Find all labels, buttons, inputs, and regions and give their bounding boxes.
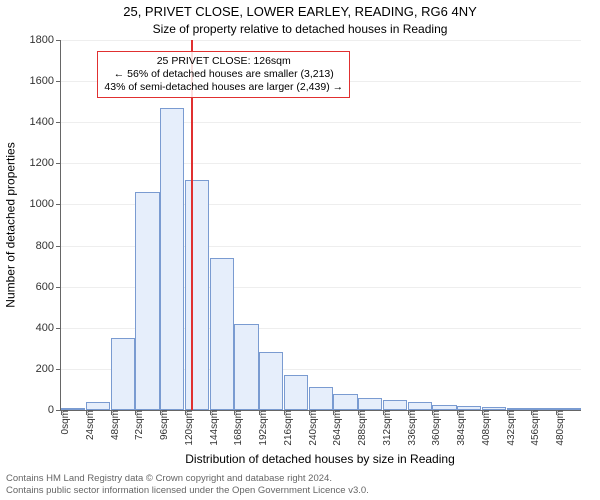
xtick-label: 72sqm bbox=[134, 410, 145, 440]
histogram-bar bbox=[135, 192, 159, 410]
xtick-label: 144sqm bbox=[209, 410, 220, 446]
ytick-label: 0 bbox=[14, 404, 54, 416]
xtick-label: 216sqm bbox=[283, 410, 294, 446]
xtick-label: 168sqm bbox=[233, 410, 244, 446]
ytick-mark bbox=[56, 246, 61, 247]
xtick-label: 240sqm bbox=[308, 410, 319, 446]
ytick-label: 1200 bbox=[14, 157, 54, 169]
histogram-bar bbox=[284, 375, 308, 410]
page: 25, PRIVET CLOSE, LOWER EARLEY, READING,… bbox=[0, 0, 600, 500]
y-axis-label-wrap: Number of detached properties bbox=[4, 40, 18, 410]
chart-subtitle: Size of property relative to detached ho… bbox=[0, 22, 600, 36]
footer-line-2: Contains public sector information licen… bbox=[6, 485, 594, 496]
ytick-mark bbox=[56, 328, 61, 329]
annotation-line: 25 PRIVET CLOSE: 126sqm bbox=[104, 55, 343, 68]
xtick-label: 0sqm bbox=[60, 410, 71, 434]
xtick-label: 24sqm bbox=[85, 410, 96, 440]
ytick-mark bbox=[56, 40, 61, 41]
gridline-h bbox=[61, 40, 581, 41]
xtick-label: 312sqm bbox=[382, 410, 393, 446]
histogram-bar bbox=[160, 108, 184, 410]
xtick-label: 456sqm bbox=[530, 410, 541, 446]
histogram-bar bbox=[86, 402, 110, 410]
gridline-h bbox=[61, 122, 581, 123]
histogram-bar bbox=[234, 324, 258, 410]
histogram-bar bbox=[210, 258, 234, 410]
xtick-label: 336sqm bbox=[407, 410, 418, 446]
histogram-bar bbox=[111, 338, 135, 410]
chart-title: 25, PRIVET CLOSE, LOWER EARLEY, READING,… bbox=[0, 4, 600, 19]
ytick-label: 200 bbox=[14, 363, 54, 375]
ytick-mark bbox=[56, 369, 61, 370]
histogram-bar bbox=[259, 352, 283, 410]
xtick-label: 192sqm bbox=[258, 410, 269, 446]
xtick-label: 480sqm bbox=[555, 410, 566, 446]
ytick-label: 600 bbox=[14, 281, 54, 293]
xtick-label: 360sqm bbox=[431, 410, 442, 446]
ytick-mark bbox=[56, 287, 61, 288]
histogram-bar bbox=[185, 180, 209, 410]
histogram-bar bbox=[309, 387, 333, 410]
xtick-label: 432sqm bbox=[506, 410, 517, 446]
ytick-label: 1800 bbox=[14, 34, 54, 46]
gridline-h bbox=[61, 163, 581, 164]
xtick-label: 288sqm bbox=[357, 410, 368, 446]
ytick-label: 1600 bbox=[14, 75, 54, 87]
footer-line-1: Contains HM Land Registry data © Crown c… bbox=[6, 473, 594, 484]
xtick-label: 408sqm bbox=[481, 410, 492, 446]
xtick-label: 384sqm bbox=[456, 410, 467, 446]
annotation-line: ← 56% of detached houses are smaller (3,… bbox=[104, 68, 343, 81]
x-axis-label: Distribution of detached houses by size … bbox=[60, 452, 580, 466]
histogram-bar bbox=[333, 394, 357, 410]
ytick-mark bbox=[56, 81, 61, 82]
xtick-label: 96sqm bbox=[159, 410, 170, 440]
histogram-bar bbox=[408, 402, 432, 410]
ytick-label: 1400 bbox=[14, 116, 54, 128]
annotation-line: 43% of semi-detached houses are larger (… bbox=[104, 81, 343, 94]
ytick-label: 400 bbox=[14, 322, 54, 334]
xtick-label: 48sqm bbox=[110, 410, 121, 440]
ytick-mark bbox=[56, 122, 61, 123]
annotation-box: 25 PRIVET CLOSE: 126sqm← 56% of detached… bbox=[97, 51, 350, 98]
xtick-label: 120sqm bbox=[184, 410, 195, 446]
histogram-bar bbox=[358, 398, 382, 410]
ytick-mark bbox=[56, 163, 61, 164]
footer-attribution: Contains HM Land Registry data © Crown c… bbox=[6, 473, 594, 496]
histogram-plot: 0sqm24sqm48sqm72sqm96sqm120sqm144sqm168s… bbox=[60, 40, 581, 411]
histogram-bar bbox=[383, 400, 407, 410]
xtick-label: 264sqm bbox=[332, 410, 343, 446]
ytick-label: 800 bbox=[14, 240, 54, 252]
ytick-mark bbox=[56, 204, 61, 205]
ytick-label: 1000 bbox=[14, 198, 54, 210]
